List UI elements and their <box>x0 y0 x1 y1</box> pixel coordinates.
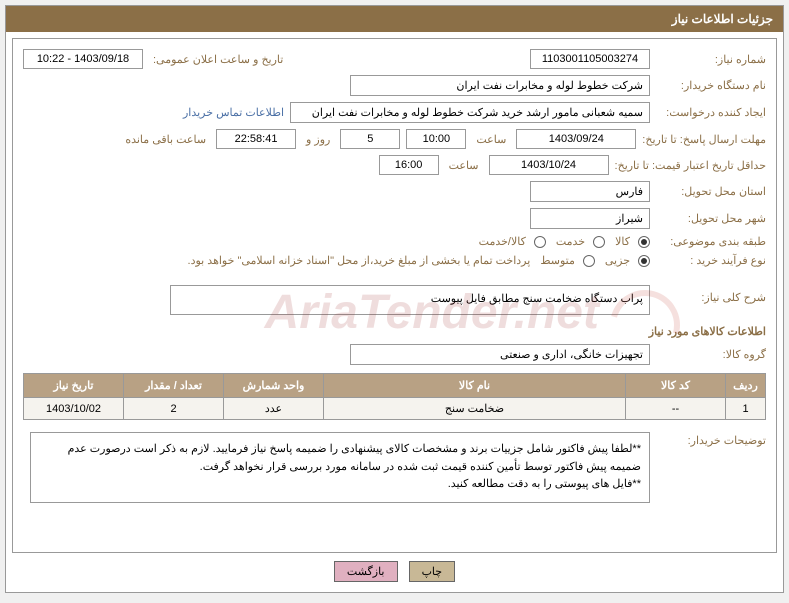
need-no-value: 1103001105003274 <box>530 49 650 69</box>
row-reply-deadline: مهلت ارسال پاسخ: تا تاریخ: 1403/09/24 سا… <box>23 129 766 149</box>
radio-goods-label: کالا <box>611 235 634 248</box>
th-date: تاریخ نیاز <box>24 374 124 398</box>
reply-date-value: 1403/09/24 <box>516 129 636 149</box>
goods-group-value: تجهیزات خانگی، اداری و صنعتی <box>350 344 650 365</box>
th-qty: تعداد / مقدار <box>124 374 224 398</box>
category-label: طبقه بندی موضوعی: <box>656 235 766 248</box>
table-row: 1 -- ضخامت سنج عدد 2 1403/10/02 <box>24 398 766 420</box>
province-value: فارس <box>530 181 650 202</box>
cell-name: ضخامت سنج <box>324 398 626 420</box>
validity-time-value: 16:00 <box>379 155 439 175</box>
radio-both-group: کالا/خدمت <box>475 235 546 248</box>
th-name: نام کالا <box>324 374 626 398</box>
row-category: طبقه بندی موضوعی: کالا خدمت کالا/خدمت <box>23 235 766 248</box>
table-header-row: ردیف کد کالا نام کالا واحد شمارش تعداد /… <box>24 374 766 398</box>
treasury-note: پرداخت تمام یا بخشی از مبلغ خرید،از محل … <box>188 254 531 267</box>
requester-label: ایجاد کننده درخواست: <box>656 106 766 119</box>
row-requester: ایجاد کننده درخواست: سمیه شعبانی مامور ا… <box>23 102 766 123</box>
time-label-1: ساعت <box>472 133 510 146</box>
process-label: نوع فرآیند خرید : <box>656 254 766 267</box>
th-code: کد کالا <box>626 374 726 398</box>
goods-info-label: اطلاعات کالاهای مورد نیاز <box>23 325 766 338</box>
radio-service-group: خدمت <box>552 235 605 248</box>
row-goods-group: گروه کالا: تجهیزات خانگی، اداری و صنعتی <box>23 344 766 365</box>
row-buyer-notes: توضیحات خریدار: **لطفا پیش فاکتور شامل ج… <box>23 428 766 503</box>
buyer-notes-box: **لطفا پیش فاکتور شامل جزییات برند و مشخ… <box>30 432 650 503</box>
time-label-2: ساعت <box>445 159 483 172</box>
radio-both[interactable] <box>534 236 546 248</box>
radio-medium[interactable] <box>583 255 595 267</box>
radio-service[interactable] <box>593 236 605 248</box>
goods-group-label: گروه کالا: <box>656 348 766 361</box>
th-row: ردیف <box>726 374 766 398</box>
cell-date: 1403/10/02 <box>24 398 124 420</box>
city-label: شهر محل تحویل: <box>656 212 766 225</box>
requester-value: سمیه شعبانی مامور ارشد خرید شرکت خطوط لو… <box>290 102 650 123</box>
row-process: نوع فرآیند خرید : جزیی متوسط پرداخت تمام… <box>23 254 766 267</box>
buyer-contact-link[interactable]: اطلاعات تماس خریدار <box>183 106 284 119</box>
goods-table: ردیف کد کالا نام کالا واحد شمارش تعداد /… <box>23 373 766 420</box>
panel-title: جزئیات اطلاعات نیاز <box>672 12 773 26</box>
province-label: استان محل تحویل: <box>656 185 766 198</box>
buyer-name-value: شرکت خطوط لوله و مخابرات نفت ایران <box>350 75 650 96</box>
row-province: استان محل تحویل: فارس <box>23 181 766 202</box>
buyer-note-2: **فایل های پیوستی را به دقت مطالعه کنید. <box>39 476 641 494</box>
remaining-time: 22:58:41 <box>216 129 296 149</box>
need-no-label: شماره نیاز: <box>656 53 766 66</box>
overall-desc-label: شرح کلی نیاز: <box>656 285 766 304</box>
radio-medium-label: متوسط <box>536 254 579 267</box>
row-validity: حداقل تاریخ اعتبار قیمت: تا تاریخ: 1403/… <box>23 155 766 175</box>
radio-small-label: جزیی <box>601 254 634 267</box>
buyer-notes-label: توضیحات خریدار: <box>656 428 766 447</box>
reply-time-value: 10:00 <box>406 129 466 149</box>
radio-small-group: جزیی <box>601 254 650 267</box>
buyer-name-label: نام دستگاه خریدار: <box>656 79 766 92</box>
button-row: چاپ بازگشت <box>6 561 783 582</box>
buyer-note-1: **لطفا پیش فاکتور شامل جزییات برند و مشخ… <box>39 441 641 476</box>
overall-desc-box: پراب دستگاه ضخامت سنج مطابق فایل پیوست <box>170 285 650 315</box>
cell-unit: عدد <box>224 398 324 420</box>
print-button[interactable]: چاپ <box>409 561 456 582</box>
radio-service-label: خدمت <box>552 235 589 248</box>
back-button[interactable]: بازگشت <box>334 561 398 582</box>
cell-code: -- <box>626 398 726 420</box>
main-container: جزئیات اطلاعات نیاز شماره نیاز: 11030011… <box>5 5 784 593</box>
cell-qty: 2 <box>124 398 224 420</box>
radio-both-label: کالا/خدمت <box>475 235 530 248</box>
row-buyer-name: نام دستگاه خریدار: شرکت خطوط لوله و مخاب… <box>23 75 766 96</box>
row-need-number: شماره نیاز: 1103001105003274 تاریخ و ساع… <box>23 49 766 69</box>
th-unit: واحد شمارش <box>224 374 324 398</box>
announce-date-label: تاریخ و ساعت اعلان عمومی: <box>149 53 287 66</box>
radio-medium-group: متوسط <box>536 254 595 267</box>
remaining-days-label: روز و <box>302 133 334 146</box>
announce-date-value: 1403/09/18 - 10:22 <box>23 49 143 69</box>
validity-label: حداقل تاریخ اعتبار قیمت: تا تاریخ: <box>615 159 766 172</box>
cell-row: 1 <box>726 398 766 420</box>
remaining-suffix: ساعت باقی مانده <box>121 133 210 146</box>
row-overall-desc: شرح کلی نیاز: پراب دستگاه ضخامت سنج مطاب… <box>23 285 766 315</box>
reply-deadline-label: مهلت ارسال پاسخ: تا تاریخ: <box>642 133 766 146</box>
content-area: شماره نیاز: 1103001105003274 تاریخ و ساع… <box>12 38 777 553</box>
row-city: شهر محل تحویل: شیراز <box>23 208 766 229</box>
radio-small[interactable] <box>638 255 650 267</box>
panel-header: جزئیات اطلاعات نیاز <box>6 6 783 32</box>
remaining-days: 5 <box>340 129 400 149</box>
radio-goods-group: کالا <box>611 235 650 248</box>
validity-date-value: 1403/10/24 <box>489 155 609 175</box>
radio-goods[interactable] <box>638 236 650 248</box>
city-value: شیراز <box>530 208 650 229</box>
